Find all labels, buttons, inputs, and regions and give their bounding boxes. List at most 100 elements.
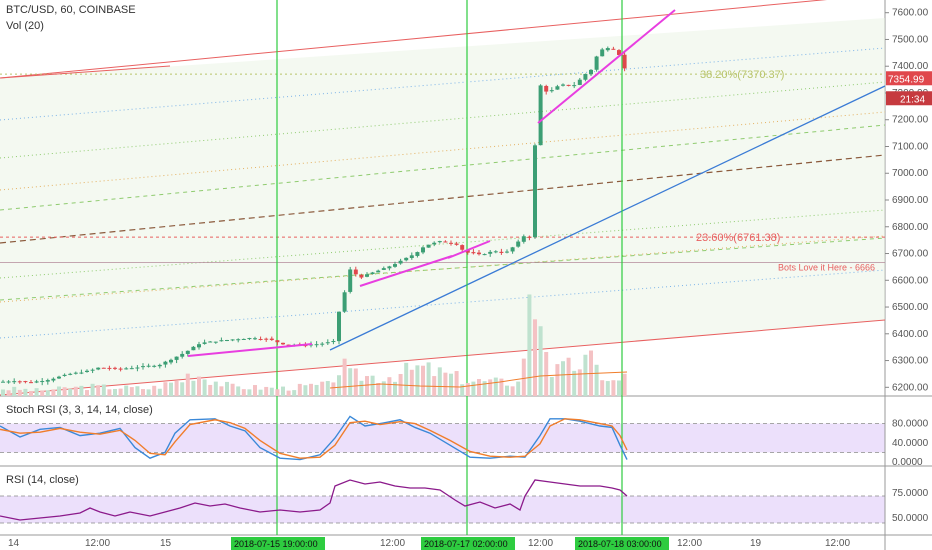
volume-bar <box>236 386 241 396</box>
symbol-title: BTC/USD, 60, COINBASE <box>6 4 136 16</box>
volume-bar <box>62 387 67 396</box>
time-tick-label: 12:00 <box>825 538 850 549</box>
price-tick-label: 6800.00 <box>892 222 929 233</box>
volume-bar <box>370 375 375 396</box>
blue-trendline <box>329 85 885 351</box>
price-tick-label: 6400.00 <box>892 329 929 340</box>
price-tick-label: 7000.00 <box>892 168 929 179</box>
volume-bar <box>96 385 101 396</box>
candle-body <box>12 381 17 383</box>
price-tick-label: 7500.00 <box>892 34 929 45</box>
candle-body <box>23 381 28 383</box>
candle-body <box>269 338 274 341</box>
date-badge <box>421 537 515 550</box>
time-tick-label: 12:00 <box>528 538 553 549</box>
candle-body <box>516 241 521 247</box>
volume-bar <box>348 368 353 396</box>
volume-bar <box>393 381 397 396</box>
candle-body <box>505 251 509 253</box>
candle-body <box>533 145 537 238</box>
session-lines <box>276 0 623 535</box>
stoch-tick-label: 0.0000 <box>892 457 923 468</box>
magenta-trendline <box>537 9 676 124</box>
time-tick-label: 15 <box>160 538 172 549</box>
price-tick-label: 6700.00 <box>892 249 929 260</box>
volume-bar <box>471 381 476 396</box>
volume-bar <box>409 369 414 396</box>
stoch-tick-label: 40.0000 <box>892 438 929 449</box>
candle-body <box>381 268 386 270</box>
candle-body <box>124 368 129 370</box>
date-badge <box>231 537 325 550</box>
volume-bar <box>622 373 627 396</box>
candle-body <box>68 373 73 375</box>
candle-body <box>247 338 252 340</box>
candle-body <box>432 242 437 245</box>
candle-body <box>348 269 353 292</box>
volume-bar <box>482 381 487 396</box>
volume-bar <box>449 373 453 396</box>
fib-382-label: 38.20%(7370.37) <box>700 69 784 81</box>
volume-bar <box>561 361 565 396</box>
price-tick-label: 6200.00 <box>892 382 929 393</box>
volume-bar <box>314 384 319 396</box>
volume-bar <box>45 390 50 396</box>
volume-bar <box>381 381 386 396</box>
candle-body <box>57 376 61 379</box>
candle-body <box>146 365 151 367</box>
time-tick-label: 12:00 <box>85 538 110 549</box>
candle-body <box>589 69 593 75</box>
volume-bar <box>415 365 420 396</box>
stoch-tick-label: 80.0000 <box>892 419 929 430</box>
date-badge-label: 2018-07-17 02:00:00 <box>424 539 508 549</box>
volume-bar <box>118 388 123 396</box>
magenta-trendlines <box>187 9 676 357</box>
candle-body <box>359 274 364 278</box>
candle-body <box>398 260 403 264</box>
date-badge <box>575 537 669 550</box>
candle-body <box>353 269 358 275</box>
volume-bar <box>533 319 537 396</box>
volume-bar <box>180 382 185 396</box>
volume-bar <box>443 372 448 396</box>
candle-body <box>583 73 588 80</box>
candle-body <box>521 236 526 242</box>
candle-body <box>538 85 543 146</box>
candle-body <box>477 252 481 255</box>
volume-bar <box>157 388 162 396</box>
channel-inner-line <box>0 81 885 159</box>
volume-bar <box>79 385 84 396</box>
candle-body <box>180 353 185 357</box>
volume-bar <box>527 294 532 396</box>
volume-bar <box>68 388 73 396</box>
volume-bar <box>141 389 145 396</box>
price-tick-label: 6900.00 <box>892 195 929 206</box>
candle-body <box>314 344 319 346</box>
volume-bar <box>269 387 274 396</box>
countdown-label: 21:34 <box>900 94 925 105</box>
volume-bar <box>617 380 621 396</box>
candle-body <box>197 344 201 348</box>
rsi-tick-label: 50.0000 <box>892 513 929 524</box>
candle-body <box>185 350 190 354</box>
candle-body <box>253 338 257 340</box>
volume-bar <box>124 385 129 396</box>
volume-bar <box>365 376 369 396</box>
price-tick-label: 7400.00 <box>892 61 929 72</box>
candle-body <box>241 338 246 340</box>
candle-body <box>482 254 487 256</box>
stoch-series-line <box>0 418 628 459</box>
volume-bar <box>12 386 17 396</box>
volume-bar <box>113 388 117 396</box>
volume-bar <box>17 389 22 396</box>
candle-body <box>426 244 431 248</box>
candle-body <box>499 251 504 253</box>
drawings-layer <box>0 0 885 396</box>
rsi-label: RSI (14, close) <box>6 474 79 486</box>
volume-bar <box>516 381 521 396</box>
candle-body <box>79 372 84 374</box>
candle-body <box>96 367 101 370</box>
candle-body <box>45 380 50 382</box>
volume-bar <box>477 379 481 396</box>
